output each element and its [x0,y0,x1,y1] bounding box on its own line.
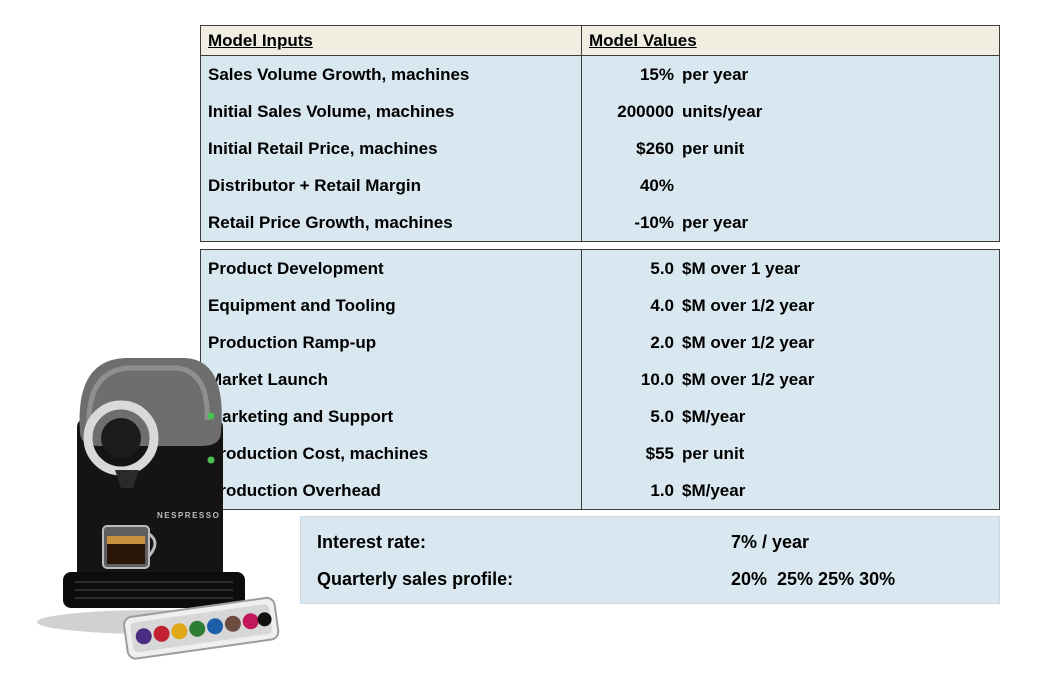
coffee-spout [115,470,139,488]
table-row: Sales Volume Growth, machines 15% per ye… [201,56,999,93]
table-section-cost-assumptions: Product Development 5.0 $M over 1 year E… [200,249,1000,510]
row-label: Production Overhead [208,480,381,500]
row-label: Product Development [208,258,384,278]
row-value-cell: 200000 units/year [581,93,999,130]
header-inputs-label: Model Inputs [208,30,313,50]
row-unit: units/year [682,101,763,121]
row-unit: $M over 1/2 year [682,369,815,389]
row-value-cell: 5.0 $M/year [581,398,999,435]
table-row: Equipment and Tooling 4.0 $M over 1/2 ye… [201,287,999,324]
table-row: Marketing and Support 5.0 $M/year [201,398,999,435]
row-unit: $M/year [682,406,746,426]
machine-lever-hub [101,418,141,458]
header-cell-inputs: Model Inputs [201,31,581,51]
row-value-cell: $55 per unit [581,435,999,472]
header-values-label: Model Values [589,30,697,50]
row-unit: per year [682,212,749,232]
row-label: Initial Retail Price, machines [208,138,438,158]
parameter-value: 20% 25% 25% 30% [731,569,896,589]
row-value-cell: -10% per year [581,204,999,241]
nespresso-machine-photo: NESPRESSO [37,358,280,660]
row-label: Market Launch [208,369,328,389]
row-unit: per unit [682,443,745,463]
status-light-top [207,412,215,420]
espresso-cup [102,525,157,569]
row-value-cell: 15% per year [581,56,999,93]
row-value-cell: 5.0 $M over 1 year [581,250,999,287]
row-value: $260 [636,138,674,158]
row-unit: per year [682,64,749,84]
row-value-cell: 10.0 $M over 1/2 year [581,361,999,398]
table-row: Production Cost, machines $55 per unit [201,435,999,472]
row-label: Initial Sales Volume, machines [208,101,455,121]
table-section-market-assumptions: Sales Volume Growth, machines 15% per ye… [200,56,1000,242]
parameter-label: Interest rate: [317,532,427,552]
row-value: 2.0 [650,332,674,352]
table-row: Production Ramp-up 2.0 $M over 1/2 year [201,324,999,361]
parameter-row: Quarterly sales profile: 20% 25% 25% 30% [301,561,999,598]
row-label: Sales Volume Growth, machines [208,64,470,84]
row-value-cell: 1.0 $M/year [581,472,999,509]
row-label: Marketing and Support [208,406,394,426]
parameter-row: Interest rate: 7% / year [301,524,999,561]
parameter-value: 7% / year [731,532,810,552]
row-unit: $M/year [682,480,746,500]
row-label: Distributor + Retail Margin [208,175,421,195]
row-value: 5.0 [650,258,674,278]
row-value-cell: 40% [581,167,999,204]
table-header-row: Model Inputs Model Values [200,25,1000,56]
row-value: 10.0 [640,369,674,389]
model-inputs-table: Model Inputs Model Values Sales Volume G… [200,25,1000,510]
row-unit: $M over 1/2 year [682,332,815,352]
header-cell-values: Model Values [581,26,999,55]
parameter-label: Quarterly sales profile: [317,569,514,589]
row-value: $55 [645,443,674,463]
table-row: Distributor + Retail Margin 40% [201,167,999,204]
status-light-bottom [207,456,215,464]
row-label: Production Cost, machines [208,443,429,463]
row-value: 40% [639,175,674,195]
table-row: Production Overhead 1.0 $M/year [201,472,999,509]
row-label: Production Ramp-up [208,332,377,352]
row-value-cell: $260 per unit [581,130,999,167]
table-row: Market Launch 10.0 $M over 1/2 year [201,361,999,398]
row-value: -10% [634,212,674,232]
capsule-box [123,596,280,660]
row-unit: $M over 1/2 year [682,295,815,315]
machine-base [63,572,245,608]
row-value: 5.0 [650,406,674,426]
table-row: Initial Retail Price, machines $260 per … [201,130,999,167]
table-row: Product Development 5.0 $M over 1 year [201,250,999,287]
table-row: Initial Sales Volume, machines 200000 un… [201,93,999,130]
row-value: 4.0 [650,295,674,315]
financial-parameters-box: Interest rate: 7% / year Quarterly sales… [300,516,1000,604]
row-value: 15% [639,64,674,84]
row-value: 1.0 [650,480,674,500]
row-value-cell: 4.0 $M over 1/2 year [581,287,999,324]
brand-text: NESPRESSO [157,511,220,520]
machine-head-highlight [86,365,210,429]
row-value-cell: 2.0 $M over 1/2 year [581,324,999,361]
row-label: Retail Price Growth, machines [208,212,453,232]
row-unit: per unit [682,138,745,158]
row-value: 200000 [617,101,674,121]
row-unit: $M over 1 year [682,258,801,278]
row-label: Equipment and Tooling [208,295,396,315]
table-row: Retail Price Growth, machines -10% per y… [201,204,999,241]
